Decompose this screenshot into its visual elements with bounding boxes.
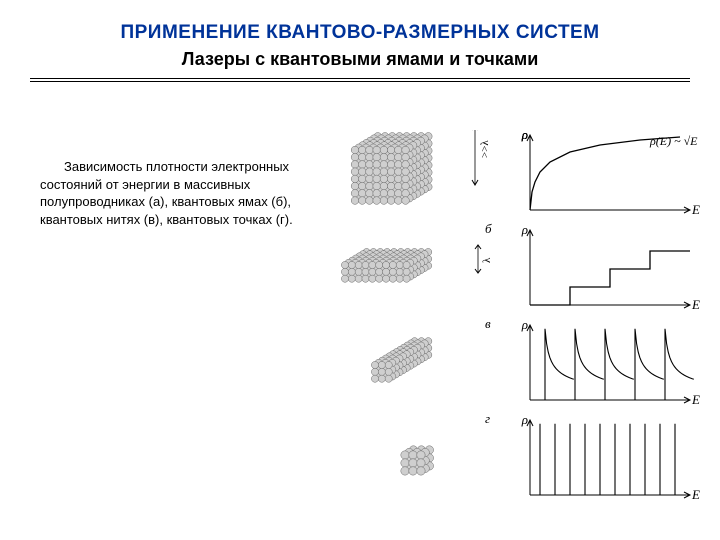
figure: ρEρ(E) ~ √Eа>>λρλρEбρρEвρρEгρ: [330, 130, 710, 530]
panel-well: λ ρ Eб: [341, 221, 700, 312]
page-subtitle: Лазеры с квантовыми ямами и точками: [0, 49, 720, 70]
caption-paragraph: Зависимость плотности электронных состоя…: [40, 158, 340, 228]
svg-text:ρ: ρ: [521, 412, 528, 427]
svg-text:а: а: [485, 130, 492, 131]
page-title: ПРИМЕНЕНИЕ КВАНТОВО-РАЗМЕРНЫХ СИСТЕМ: [0, 22, 720, 44]
panel-dot: ρ Eг: [401, 411, 700, 502]
svg-text:ρ: ρ: [521, 222, 528, 237]
svg-text:E: E: [691, 392, 700, 407]
svg-text:ρ: ρ: [521, 130, 528, 142]
svg-text:>>λ: >>λ: [479, 140, 491, 158]
svg-text:ρ(E) ~ √E: ρ(E) ~ √E: [649, 134, 698, 148]
svg-text:ρ: ρ: [521, 317, 528, 332]
svg-text:г: г: [485, 411, 490, 426]
panel-wire: ρ Eв: [371, 316, 700, 407]
divider: [30, 78, 690, 82]
svg-text:в: в: [485, 316, 491, 331]
svg-text:E: E: [691, 487, 700, 502]
svg-text:λ: λ: [481, 257, 493, 263]
svg-text:E: E: [691, 202, 700, 217]
svg-text:б: б: [485, 221, 492, 236]
svg-text:E: E: [691, 297, 700, 312]
panel-bulk: ρ Eρ(E) ~ √E а >>λ: [351, 130, 700, 217]
